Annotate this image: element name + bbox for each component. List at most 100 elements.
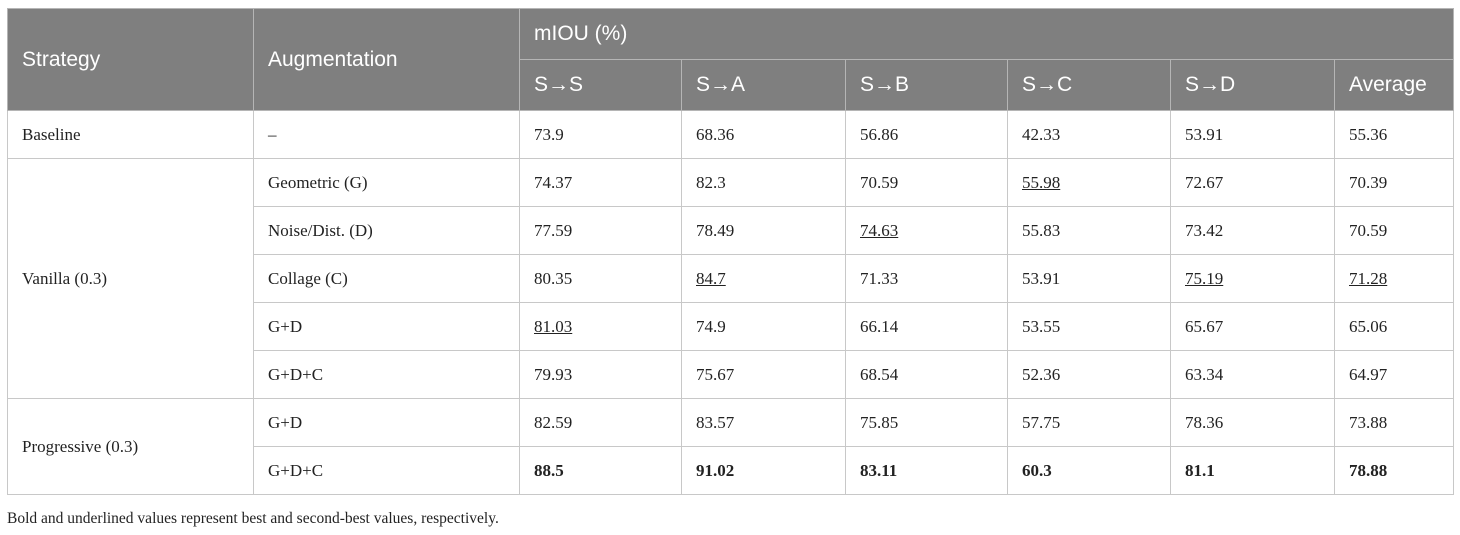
value-text: 65.06 bbox=[1349, 316, 1388, 336]
value-cell: 73.88 bbox=[1333, 398, 1455, 447]
value-cell: 71.28 bbox=[1333, 254, 1455, 303]
value-cell: 91.02 bbox=[681, 446, 846, 495]
value-cell: 53.91 bbox=[1170, 110, 1335, 159]
value-text: 91.02 bbox=[696, 460, 735, 480]
header-cell: S→A bbox=[681, 59, 846, 111]
value-text: 78.36 bbox=[1185, 412, 1224, 432]
value-cell: 55.83 bbox=[1007, 206, 1171, 255]
value-text: 68.54 bbox=[860, 364, 899, 384]
value-cell: 60.3 bbox=[1007, 446, 1171, 495]
value-text: 63.34 bbox=[1185, 364, 1224, 384]
value-text: 74.9 bbox=[696, 316, 726, 336]
value-text: 55.83 bbox=[1022, 220, 1061, 240]
value-text: 80.35 bbox=[534, 268, 573, 288]
table-row: Progressive (0.3) G+D 82.59 83.57 75.85 57.75… bbox=[7, 398, 1455, 495]
value-text: 65.67 bbox=[1185, 316, 1224, 336]
value-cell: 74.37 bbox=[519, 158, 682, 207]
value-text: 82.3 bbox=[696, 172, 726, 192]
value-text: 71.28 bbox=[1349, 268, 1388, 288]
augmentation-cell: Collage (C) bbox=[253, 254, 520, 303]
strategy-cell: Progressive (0.3) bbox=[7, 398, 254, 495]
value-cell: 70.59 bbox=[845, 158, 1008, 207]
value-cell: 83.11 bbox=[845, 446, 1008, 495]
value-cell: 81.1 bbox=[1170, 446, 1335, 495]
value-cell: 53.55 bbox=[1007, 302, 1171, 351]
value-text: 74.37 bbox=[534, 172, 573, 192]
header-row: S→S S→A S→B S→C S→D Average bbox=[8, 59, 1455, 111]
value-text: 88.5 bbox=[534, 460, 564, 480]
value-cell: 82.59 bbox=[519, 398, 682, 447]
value-cell: 75.19 bbox=[1170, 254, 1335, 303]
value-cell: 75.85 bbox=[845, 398, 1008, 447]
augmentation-cell: G+D+C bbox=[253, 446, 520, 495]
value-text: 83.11 bbox=[860, 460, 898, 480]
value-cell: 83.57 bbox=[681, 398, 846, 447]
value-text: 75.85 bbox=[860, 412, 899, 432]
table-row: G+D+C 88.5 91.02 83.11 60.3 81.1 78.88 bbox=[8, 446, 1455, 495]
strategy-cell: Vanilla (0.3) bbox=[7, 158, 254, 399]
value-cell: 74.9 bbox=[681, 302, 846, 351]
value-text: 57.75 bbox=[1022, 412, 1061, 432]
augmentation-cell: Noise/Dist. (D) bbox=[253, 206, 520, 255]
table-row: Vanilla (0.3) Geometric (G) 74.37 82.3 70.59… bbox=[7, 158, 1455, 399]
header-cell: S→C bbox=[1007, 59, 1171, 111]
value-cell: 82.3 bbox=[681, 158, 846, 207]
value-text: 84.7 bbox=[696, 268, 726, 288]
value-text: 74.63 bbox=[860, 220, 899, 240]
value-cell: 42.33 bbox=[1007, 110, 1171, 159]
augmentation-cell: G+D+C bbox=[253, 350, 520, 399]
header-cell: Average bbox=[1333, 59, 1455, 111]
header-cell: Augmentation bbox=[253, 8, 520, 111]
value-cell: 64.97 bbox=[1333, 350, 1455, 399]
strategy-cell: Baseline bbox=[7, 110, 254, 159]
value-cell: 66.14 bbox=[845, 302, 1008, 351]
value-cell: 63.34 bbox=[1170, 350, 1335, 399]
table-row: G+D+C 79.93 75.67 68.54 52.36 63.34 64.97 bbox=[8, 350, 1455, 399]
value-text: 73.42 bbox=[1185, 220, 1224, 240]
value-cell: 52.36 bbox=[1007, 350, 1171, 399]
value-text: 71.33 bbox=[860, 268, 899, 288]
value-cell: 71.33 bbox=[845, 254, 1008, 303]
value-text: 75.67 bbox=[696, 364, 735, 384]
value-cell: 57.75 bbox=[1007, 398, 1171, 447]
value-text: 81.1 bbox=[1185, 460, 1215, 480]
value-text: 52.36 bbox=[1022, 364, 1061, 384]
value-text: 55.98 bbox=[1022, 172, 1061, 192]
value-text: 64.97 bbox=[1349, 364, 1388, 384]
value-text: 53.55 bbox=[1022, 316, 1061, 336]
value-text: 77.59 bbox=[534, 220, 573, 240]
value-text: 72.67 bbox=[1185, 172, 1224, 192]
value-cell: 74.63 bbox=[845, 206, 1008, 255]
value-text: 83.57 bbox=[696, 412, 735, 432]
value-text: 78.49 bbox=[696, 220, 735, 240]
value-text: 66.14 bbox=[860, 316, 899, 336]
value-cell: 53.91 bbox=[1007, 254, 1171, 303]
value-cell: 75.67 bbox=[681, 350, 846, 399]
footnote: Bold and underlined values represent bes… bbox=[7, 510, 499, 527]
value-text: 81.03 bbox=[534, 316, 573, 336]
value-text: 70.59 bbox=[860, 172, 899, 192]
value-cell: 73.42 bbox=[1170, 206, 1335, 255]
table-header: Strategy Augmentation mIOU (%) S→S S→A S→B… bbox=[7, 8, 1455, 111]
value-cell: 73.9 bbox=[519, 110, 682, 159]
table-row: Collage (C) 80.35 84.7 71.33 53.91 75.19 71.28 bbox=[8, 254, 1455, 303]
results-table: Strategy Augmentation mIOU (%) S→S S→A S→B… bbox=[7, 8, 1455, 495]
value-cell: 81.03 bbox=[519, 302, 682, 351]
augmentation-cell: – bbox=[253, 110, 520, 159]
value-cell: 55.36 bbox=[1333, 110, 1455, 159]
value-text: 70.39 bbox=[1349, 172, 1388, 192]
value-text: 73.9 bbox=[534, 124, 564, 144]
value-cell: 68.54 bbox=[845, 350, 1008, 399]
value-cell: 78.88 bbox=[1333, 446, 1455, 495]
header-cell: mIOU (%) bbox=[518, 8, 1455, 60]
value-text: 60.3 bbox=[1022, 460, 1052, 480]
value-cell: 72.67 bbox=[1170, 158, 1335, 207]
value-cell: 55.98 bbox=[1007, 158, 1171, 207]
value-cell: 78.36 bbox=[1170, 398, 1335, 447]
table-body: Baseline –73.9 68.36 56.86 42.33 53.91 55.36 Va… bbox=[7, 110, 1455, 495]
value-cell: 70.59 bbox=[1333, 206, 1455, 255]
value-text: 56.86 bbox=[860, 124, 899, 144]
value-cell: 88.5 bbox=[519, 446, 682, 495]
augmentation-cell: G+D bbox=[253, 302, 520, 351]
value-text: 53.91 bbox=[1022, 268, 1061, 288]
